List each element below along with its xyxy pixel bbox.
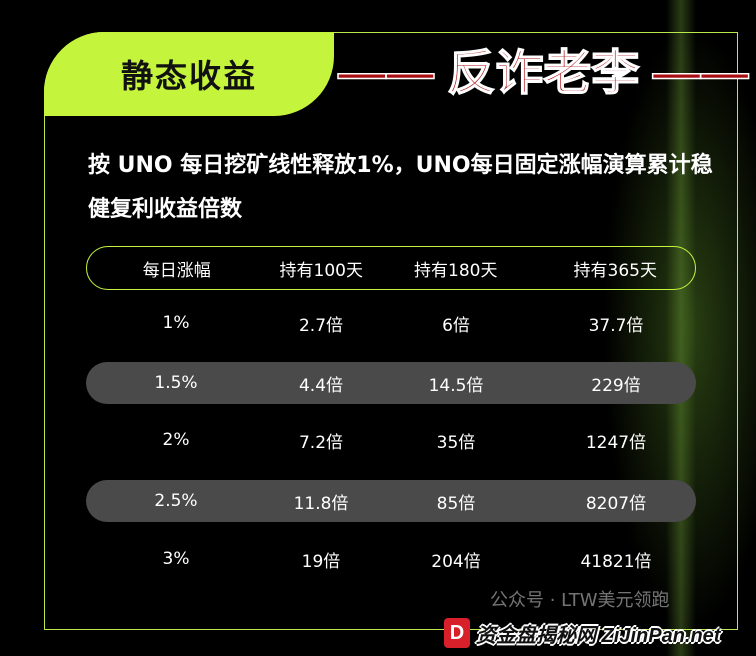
table-cell: 85倍 <box>436 493 476 514</box>
table-cell: 19倍 <box>301 551 341 572</box>
background-glow <box>596 0 756 656</box>
description: 按 UNO 每日挖矿线性释放1%，UNO每日固定涨幅演算累计稳健复利收益倍数 <box>88 153 713 222</box>
anti-fraud-stamp: —— 反诈老李 —— <box>337 46 749 101</box>
table-row: 1% 2.7倍 6倍 37.7倍 <box>86 302 696 344</box>
header-cell: 持有365天 <box>573 260 657 281</box>
header-cell: 持有100天 <box>279 260 363 281</box>
background-light-streak <box>666 0 696 656</box>
table-cell: 7.2倍 <box>298 432 344 453</box>
table-cell: 2% <box>162 430 190 450</box>
table-cell: 2.7倍 <box>298 315 344 336</box>
table-header: 每日涨幅 持有100天 持有180天 持有365天 <box>86 246 696 290</box>
faint-watermark: 公众号 · LTW美元领跑 <box>490 590 670 611</box>
table-cell: 35倍 <box>436 432 476 453</box>
table-row: 2.5% 11.8倍 85倍 8207倍 <box>86 480 696 522</box>
table-cell: 37.7倍 <box>588 315 644 336</box>
table-cell: 14.5倍 <box>428 375 484 396</box>
header-cell: 持有180天 <box>414 260 498 281</box>
table-cell: 4.4倍 <box>298 375 344 396</box>
table-cell: 204倍 <box>431 551 481 572</box>
table-cell: 11.8倍 <box>293 493 349 514</box>
table-row: 3% 19倍 204倍 41821倍 <box>86 538 696 580</box>
table-cell: 1247倍 <box>585 432 647 453</box>
table-cell: 1% <box>162 313 190 333</box>
header-cell: 每日涨幅 <box>142 260 211 281</box>
table-cell: 8207倍 <box>585 493 647 514</box>
site-watermark: D 资金盘揭秘网 ZiJinPan.net <box>444 618 720 648</box>
table-cell: 41821倍 <box>580 551 652 572</box>
table-cell: 1.5% <box>154 373 198 393</box>
table-cell: 2.5% <box>154 491 198 511</box>
table-row: 2% 7.2倍 35倍 1247倍 <box>86 419 696 461</box>
page-title: 静态收益 <box>120 57 257 95</box>
table-cell: 6倍 <box>442 315 470 336</box>
watermark-text: 资金盘揭秘网 ZiJinPan.net <box>476 624 721 647</box>
site-logo-icon: D <box>444 618 470 648</box>
table-row: 1.5% 4.4倍 14.5倍 229倍 <box>86 362 696 404</box>
content-card <box>44 32 738 630</box>
title-tab: 静态收益 <box>44 32 334 116</box>
table-cell: 229倍 <box>591 375 641 396</box>
table-cell: 3% <box>162 549 190 569</box>
